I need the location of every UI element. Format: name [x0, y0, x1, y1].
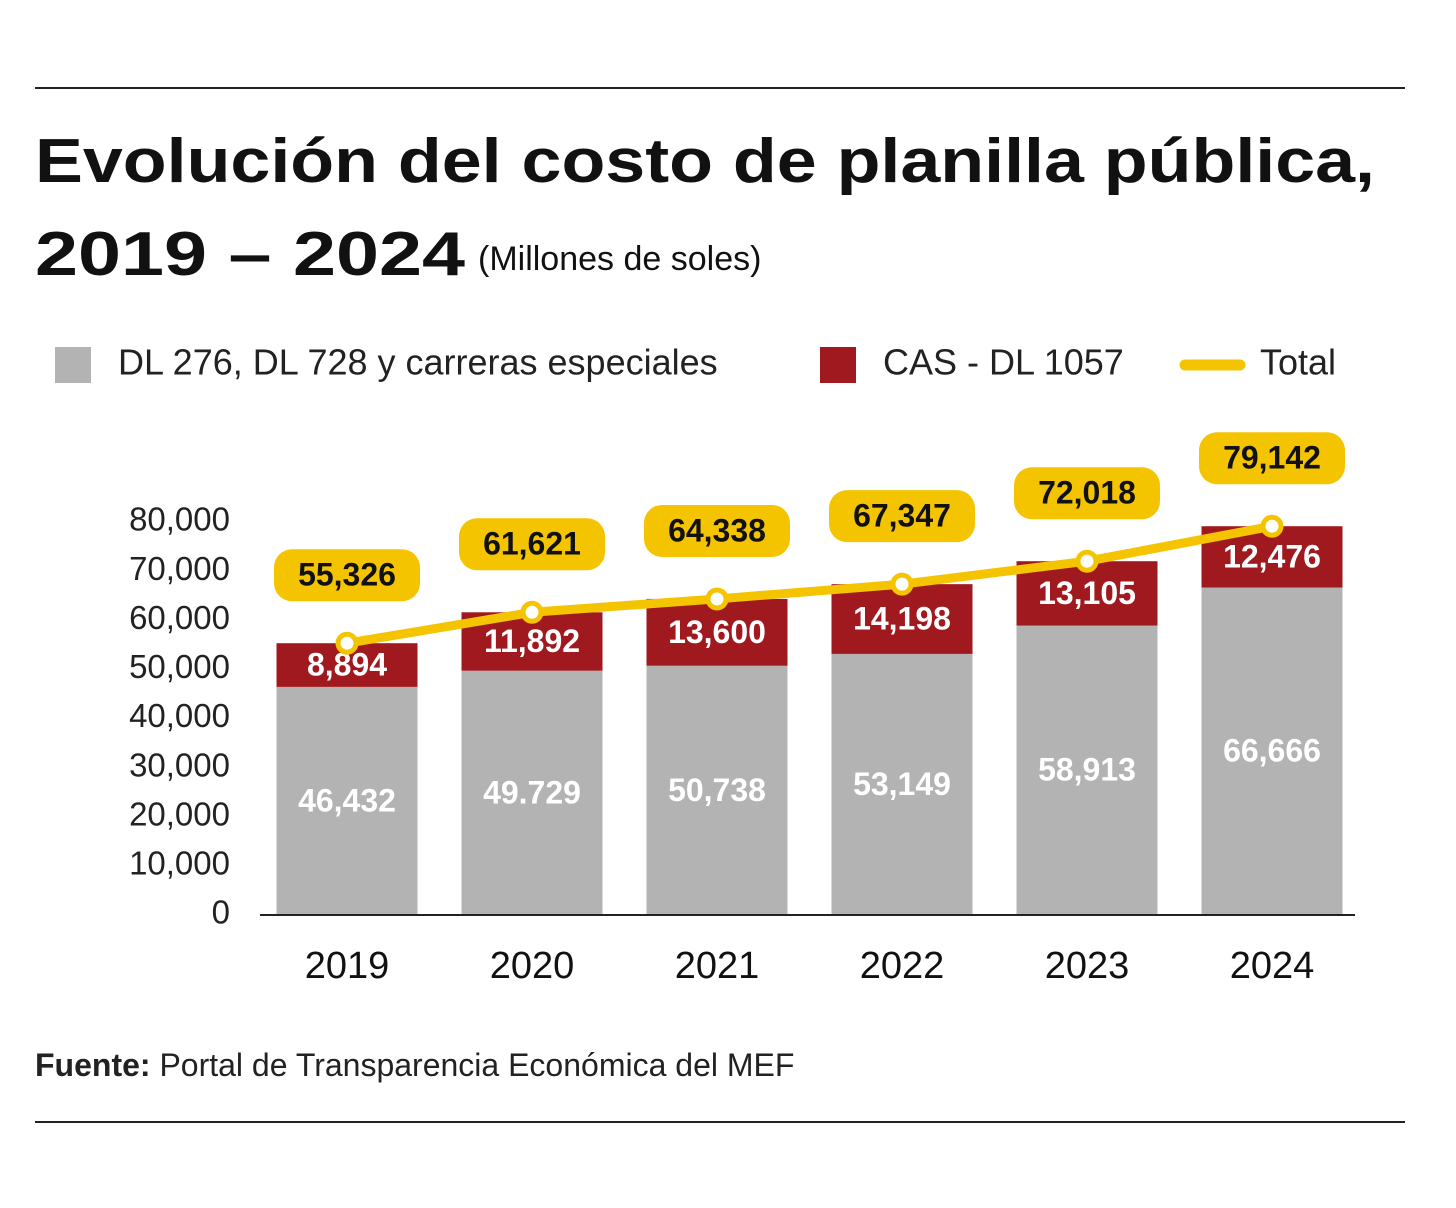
y-tick-label: 10,000: [129, 845, 230, 882]
legend-label: DL 276, DL 728 y carreras especiales: [118, 342, 718, 383]
x-tick-label: 2020: [490, 945, 575, 987]
total-label: 64,338: [668, 512, 766, 548]
bar-value-label: 66,666: [1223, 733, 1321, 769]
chart-title: 2019 – 2024: [35, 220, 466, 289]
y-tick-label: 30,000: [129, 746, 230, 783]
bar-segment: [831, 584, 973, 654]
bar-value-label: 13,600: [668, 614, 766, 650]
total-label-box: [274, 549, 420, 602]
bar-segment: [1016, 625, 1158, 915]
bar-segment: [1201, 587, 1343, 915]
x-tick-label: 2023: [1045, 945, 1130, 987]
y-tick-label: 50,000: [129, 648, 230, 685]
bar-segment: [461, 670, 603, 915]
bar-segment: [831, 653, 973, 915]
total-label: 72,018: [1038, 475, 1136, 511]
y-tick-label: 20,000: [129, 795, 230, 832]
y-tick-label: 60,000: [129, 599, 230, 636]
total-label-box: [829, 490, 975, 543]
total-label: 79,142: [1223, 440, 1321, 476]
y-tick-label: 0: [212, 894, 230, 931]
chart-title: Evolución del costo de planilla pública,: [35, 127, 1375, 196]
total-label-box: [459, 518, 605, 571]
y-tick-label: 80,000: [129, 501, 230, 538]
legend-label: CAS - DL 1057: [883, 342, 1124, 383]
bar-value-label: 13,105: [1038, 575, 1136, 611]
legend-swatch: [820, 347, 856, 383]
x-tick-label: 2024: [1230, 945, 1315, 987]
bar-value-label: 50,738: [668, 772, 766, 808]
total-label: 61,621: [483, 526, 581, 562]
bar-value-label: 11,892: [484, 623, 580, 659]
source-label: Fuente:: [35, 1047, 151, 1083]
y-tick-label: 40,000: [129, 697, 230, 734]
chart-subtitle: (Millones de soles): [478, 240, 761, 278]
bar-value-label: 58,913: [1038, 752, 1136, 788]
bar-value-label: 14,198: [853, 600, 951, 636]
total-line: [346, 521, 1273, 648]
total-point: [705, 587, 729, 611]
total-point: [1075, 549, 1099, 573]
legend-swatch: [55, 347, 91, 383]
total-point: [520, 600, 544, 624]
bar-value-label: 49.729: [483, 774, 581, 810]
x-tick-label: 2022: [860, 945, 945, 987]
total-label: 67,347: [853, 498, 951, 534]
bar-value-label: 12,476: [1223, 538, 1321, 574]
x-tick-label: 2019: [305, 945, 390, 987]
total-point: [335, 631, 359, 655]
x-tick-label: 2021: [675, 945, 760, 987]
total-point: [890, 572, 914, 596]
total-label: 55,326: [298, 557, 396, 593]
total-point: [1260, 514, 1284, 538]
source: Fuente: Portal de Transparencia Económic…: [35, 1047, 794, 1083]
y-tick-label: 70,000: [129, 550, 230, 587]
total-label-box: [644, 504, 790, 557]
total-label-box: [1014, 467, 1160, 520]
bar-segment: [276, 686, 418, 915]
bar-value-label: 53,149: [853, 766, 951, 802]
bar-segment: [646, 665, 788, 915]
total-label-box: [1199, 432, 1345, 485]
legend-label: Total: [1260, 342, 1336, 383]
bar-value-label: 46,432: [298, 782, 396, 818]
source-text: Portal de Transparencia Económica del ME…: [159, 1047, 794, 1083]
